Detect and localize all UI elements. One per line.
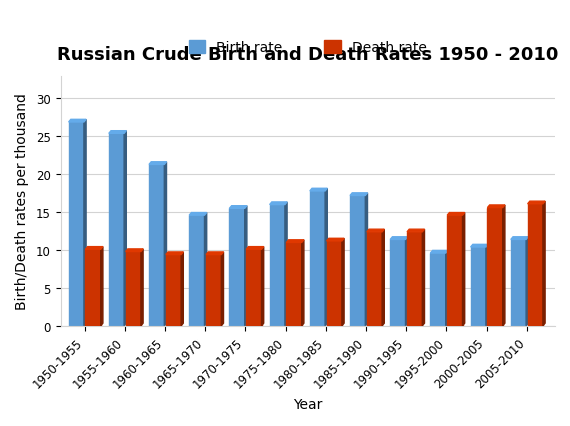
Polygon shape <box>189 213 207 216</box>
Polygon shape <box>245 206 247 326</box>
Polygon shape <box>430 251 448 253</box>
Polygon shape <box>68 123 84 326</box>
Y-axis label: Birth/Death rates per thousand: Birth/Death rates per thousand <box>15 93 29 310</box>
Polygon shape <box>189 216 205 326</box>
Polygon shape <box>447 216 462 326</box>
Polygon shape <box>246 250 262 326</box>
Polygon shape <box>528 201 545 204</box>
Polygon shape <box>164 162 166 326</box>
Polygon shape <box>367 230 384 232</box>
Polygon shape <box>390 237 408 240</box>
Polygon shape <box>229 206 247 209</box>
Polygon shape <box>125 249 143 252</box>
Polygon shape <box>206 252 223 255</box>
Polygon shape <box>206 255 221 326</box>
Polygon shape <box>382 230 384 326</box>
Polygon shape <box>526 237 528 326</box>
Polygon shape <box>367 232 382 326</box>
Polygon shape <box>101 247 103 326</box>
Polygon shape <box>229 209 245 326</box>
Polygon shape <box>446 251 448 326</box>
Polygon shape <box>365 193 368 326</box>
Polygon shape <box>141 249 143 326</box>
Polygon shape <box>350 196 365 326</box>
Polygon shape <box>270 202 287 205</box>
Legend: Birth rate, Death rate: Birth rate, Death rate <box>189 41 427 55</box>
Polygon shape <box>405 237 408 326</box>
Polygon shape <box>68 120 86 123</box>
Polygon shape <box>310 189 327 191</box>
Polygon shape <box>124 131 127 326</box>
Polygon shape <box>149 165 164 326</box>
Polygon shape <box>325 189 327 326</box>
Polygon shape <box>471 245 488 248</box>
Polygon shape <box>181 252 184 326</box>
Polygon shape <box>462 213 465 326</box>
Polygon shape <box>342 239 344 326</box>
Polygon shape <box>327 239 344 242</box>
Polygon shape <box>86 247 103 250</box>
X-axis label: Year: Year <box>293 397 323 411</box>
Polygon shape <box>166 252 184 255</box>
Polygon shape <box>528 204 543 326</box>
Polygon shape <box>166 255 181 326</box>
Polygon shape <box>221 252 223 326</box>
Polygon shape <box>511 237 528 240</box>
Polygon shape <box>84 120 86 326</box>
Polygon shape <box>471 248 486 326</box>
Polygon shape <box>407 230 425 232</box>
Polygon shape <box>286 243 302 326</box>
Polygon shape <box>407 232 422 326</box>
Polygon shape <box>487 208 503 326</box>
Polygon shape <box>503 205 505 326</box>
Polygon shape <box>543 201 545 326</box>
Polygon shape <box>390 240 405 326</box>
Polygon shape <box>149 162 166 165</box>
Polygon shape <box>422 230 425 326</box>
Polygon shape <box>285 202 287 326</box>
Polygon shape <box>286 240 304 243</box>
Polygon shape <box>327 242 342 326</box>
Polygon shape <box>246 247 264 250</box>
Polygon shape <box>430 253 446 326</box>
Polygon shape <box>350 193 368 196</box>
Polygon shape <box>447 213 465 216</box>
Polygon shape <box>205 213 207 326</box>
Polygon shape <box>486 245 488 326</box>
Polygon shape <box>262 247 264 326</box>
Polygon shape <box>125 252 141 326</box>
Polygon shape <box>86 250 101 326</box>
Polygon shape <box>511 240 526 326</box>
Polygon shape <box>270 205 285 326</box>
Polygon shape <box>109 134 124 326</box>
Polygon shape <box>302 240 304 326</box>
Polygon shape <box>109 131 127 134</box>
Title: Russian Crude Birth and Death Rates 1950 - 2010: Russian Crude Birth and Death Rates 1950… <box>57 46 559 64</box>
Polygon shape <box>310 191 325 326</box>
Polygon shape <box>487 205 505 208</box>
